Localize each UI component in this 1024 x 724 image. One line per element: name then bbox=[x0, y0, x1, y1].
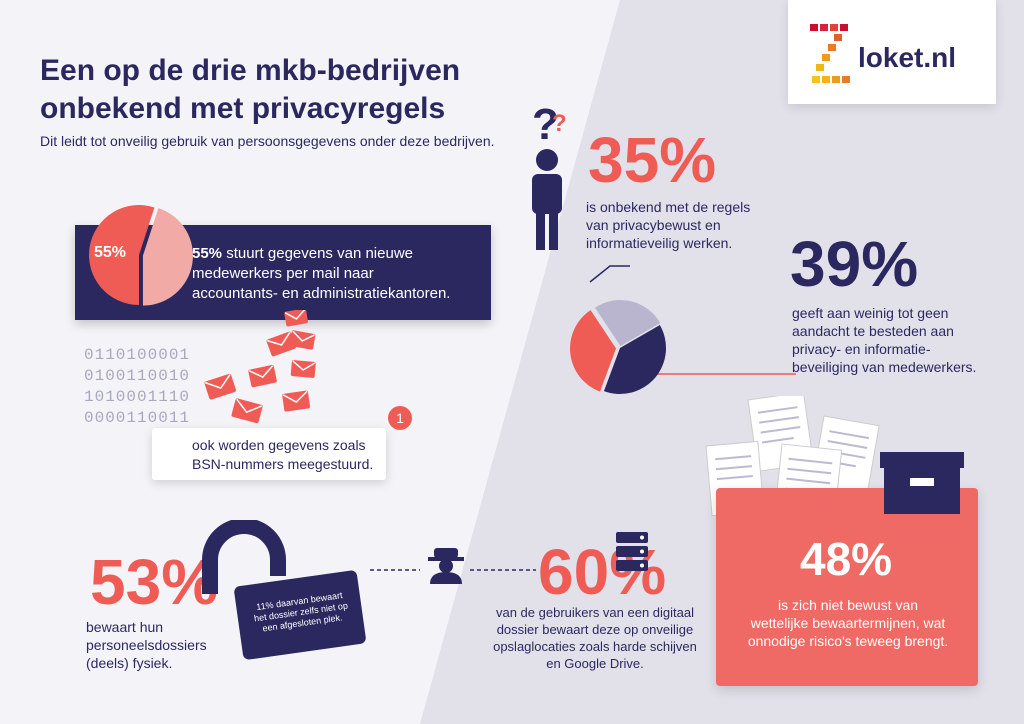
stat-55-text: 55% stuurt gegevens van nieuwe medewerke… bbox=[192, 244, 482, 304]
callout-line-1: ook worden gegevens zoals bbox=[192, 437, 366, 453]
stat-39-line-1: geeft aan weinig tot geen bbox=[792, 305, 949, 321]
stat-60-line-1: van de gebruikers van een digitaal bbox=[495, 605, 695, 620]
callout-line-2: BSN-nummers meegestuurd. bbox=[192, 456, 374, 472]
binary-text: 0110100001 0100110010 1010001110 0000110… bbox=[84, 345, 190, 429]
stat-35-line-2: van privacybewust en bbox=[586, 217, 721, 233]
envelope-icon bbox=[204, 310, 316, 424]
binary-line-1: 0110100001 bbox=[84, 346, 191, 364]
stat-55-bold: 55% bbox=[192, 245, 223, 262]
pie-39-chart bbox=[570, 265, 796, 394]
stat-35-line-3: informatieveilig werken. bbox=[586, 235, 733, 251]
logo-text: loket.nl bbox=[858, 42, 957, 73]
logo-card bbox=[788, 0, 996, 104]
stat-39-text: geeft aan weinig tot geen aandacht te be… bbox=[792, 304, 976, 376]
stat-55-line-3: accountants- en administratiekantoren. bbox=[192, 285, 451, 302]
archive-box-icon bbox=[880, 452, 964, 514]
pie55-slice bbox=[88, 205, 155, 305]
stat-53-line-2: personeelsdossiers bbox=[86, 637, 207, 653]
stat-53-line-1: bewaart hun bbox=[86, 619, 164, 635]
stat-39-line-3: privacy- en informatie- bbox=[792, 341, 931, 357]
spy-connector bbox=[370, 569, 536, 571]
stat-48-line-2: wettelijke bewaartermijnen, wat bbox=[750, 615, 946, 631]
stat-53-line-3: (deels) fysiek. bbox=[86, 655, 173, 671]
binary-line-2: 0100110010 bbox=[84, 367, 191, 385]
pie55-slice bbox=[142, 208, 193, 306]
bsn-callout-text: ook worden gegevens zoals BSN-nummers me… bbox=[192, 436, 373, 474]
pie39-slice bbox=[570, 310, 617, 392]
page-title: Een op de drie mkb-bedrijven onbekend me… bbox=[40, 52, 560, 128]
page-subtitle: Dit leidt tot onveilig gebruik van perso… bbox=[40, 133, 495, 149]
envelopes-group bbox=[204, 310, 316, 424]
binary-line-3: 1010001110 bbox=[84, 388, 191, 406]
stat-48-box bbox=[716, 488, 978, 686]
spy-icon bbox=[428, 548, 464, 584]
stat-39-line-4: beveiliging van medewerkers. bbox=[792, 359, 977, 375]
pie39-slice bbox=[595, 300, 661, 347]
stat-53-value: 53% bbox=[90, 546, 219, 618]
question-mark-small-icon: ? bbox=[552, 110, 567, 137]
title-line-1: Een op de drie mkb-bedrijven bbox=[40, 54, 461, 87]
stat-35-text: is onbekend met de regels van privacybew… bbox=[586, 198, 750, 252]
stat-35-value: 35% bbox=[588, 124, 717, 196]
pie-55-chart bbox=[88, 205, 193, 306]
notification-badge: 1 bbox=[388, 406, 412, 430]
binary-line-4: 0000110011 bbox=[84, 409, 191, 427]
person-icon bbox=[532, 149, 562, 250]
stat-39-line-2: aandacht te besteden aan bbox=[792, 323, 954, 339]
stat-48-line-1: is zich niet bewust van bbox=[777, 597, 919, 613]
stat-55-line-2: medewerkers per mail naar bbox=[192, 265, 374, 282]
title-line-2: onbekend met privacyregels bbox=[40, 92, 446, 125]
stat-60-text: van de gebruikers van een digitaal dossi… bbox=[478, 604, 712, 672]
stat-48-text: is zich niet bewust van wettelijke bewaa… bbox=[736, 596, 960, 650]
stat-60-line-4: en Google Drive. bbox=[546, 656, 644, 671]
stat-60-line-3: opslaglocaties zoals harde schijven bbox=[493, 639, 697, 654]
stat-48-line-3: onnodige risico's teweeg brengt. bbox=[747, 633, 949, 649]
connector-line-35 bbox=[589, 265, 630, 283]
stat-39-value: 39% bbox=[790, 228, 919, 300]
stat-48-value: 48% bbox=[800, 533, 893, 585]
stat-55-line-1: stuurt gegevens van nieuwe bbox=[222, 245, 413, 262]
stat-53-text: bewaart hun personeelsdossiers (deels) f… bbox=[86, 618, 207, 672]
stat-60-line-2: dossier bewaart deze op onveilige bbox=[496, 622, 694, 637]
pie39-slice bbox=[603, 325, 666, 394]
bsn-callout bbox=[152, 428, 386, 480]
server-icon bbox=[616, 532, 648, 571]
z-mosaic-logo-icon bbox=[810, 24, 850, 83]
padlock-icon bbox=[202, 520, 286, 594]
question-mark-icon: ? bbox=[532, 100, 559, 149]
stat-35-line-1: is onbekend met de regels bbox=[586, 199, 751, 215]
pie-55-label: 55% bbox=[94, 244, 127, 261]
